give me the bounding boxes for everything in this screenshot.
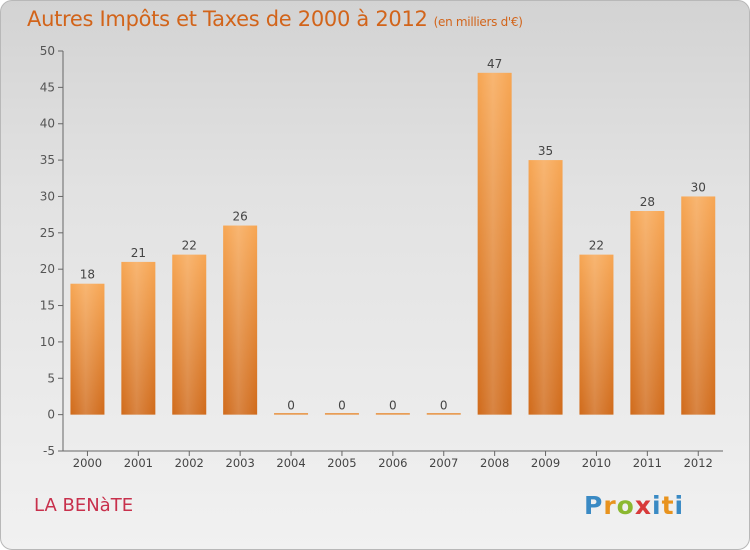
x-tick-label: 2011 bbox=[633, 456, 662, 470]
x-tick-label: 2004 bbox=[276, 456, 305, 470]
y-tick-label: 45 bbox=[40, 80, 55, 94]
y-tick-label: 5 bbox=[47, 371, 55, 385]
y-tick-label: 0 bbox=[47, 408, 55, 422]
x-tick-label: 2010 bbox=[582, 456, 611, 470]
bar bbox=[427, 413, 461, 415]
logo-letter: t bbox=[662, 491, 675, 520]
data-label: 0 bbox=[338, 399, 346, 413]
data-label: 0 bbox=[389, 399, 397, 413]
x-tick-label: 2009 bbox=[531, 456, 560, 470]
bar-sheen bbox=[630, 211, 664, 415]
bar-sheen bbox=[223, 226, 257, 415]
data-label: 30 bbox=[691, 180, 706, 194]
bar-sheen bbox=[681, 196, 715, 414]
bar bbox=[274, 413, 308, 415]
y-tick-label: 10 bbox=[40, 335, 55, 349]
data-label: 0 bbox=[287, 399, 295, 413]
bar-sheen bbox=[70, 284, 104, 415]
y-tick-label: 30 bbox=[40, 189, 55, 203]
data-label: 47 bbox=[487, 57, 502, 71]
y-tick-label: 15 bbox=[40, 299, 55, 313]
bar-sheen bbox=[478, 73, 512, 415]
bar-sheen bbox=[529, 160, 563, 415]
x-tick-label: 2005 bbox=[327, 456, 356, 470]
y-tick-label: 35 bbox=[40, 153, 55, 167]
logo-letter: x bbox=[635, 491, 652, 520]
bar bbox=[325, 413, 359, 415]
x-tick-label: 2006 bbox=[378, 456, 407, 470]
bar-sheen bbox=[121, 262, 155, 415]
data-label: 21 bbox=[131, 246, 146, 260]
logo-letter: i bbox=[652, 491, 662, 520]
x-tick-label: 2007 bbox=[429, 456, 458, 470]
data-label: 0 bbox=[440, 399, 448, 413]
proxiti-logo: Proxiti bbox=[584, 491, 684, 520]
data-label: 35 bbox=[538, 144, 553, 158]
y-tick-label: -5 bbox=[43, 444, 55, 458]
logo-letter: r bbox=[603, 491, 616, 520]
x-tick-label: 2003 bbox=[226, 456, 255, 470]
data-label: 22 bbox=[182, 239, 197, 253]
y-tick-label: 20 bbox=[40, 262, 55, 276]
x-tick-label: 2012 bbox=[684, 456, 713, 470]
bar-sheen bbox=[172, 255, 206, 415]
data-label: 18 bbox=[80, 268, 95, 282]
x-tick-label: 2008 bbox=[480, 456, 509, 470]
place-label: LA BENàTE bbox=[34, 495, 133, 516]
y-tick-label: 25 bbox=[40, 226, 55, 240]
bar bbox=[376, 413, 410, 415]
x-tick-label: 2001 bbox=[124, 456, 153, 470]
data-label: 22 bbox=[589, 239, 604, 253]
chart-bars bbox=[70, 73, 715, 415]
y-tick-label: 50 bbox=[40, 44, 55, 58]
x-tick-label: 2000 bbox=[73, 456, 102, 470]
logo-letter: P bbox=[584, 491, 603, 520]
data-label: 28 bbox=[640, 195, 655, 209]
bar-sheen bbox=[579, 255, 613, 415]
y-tick-label: 40 bbox=[40, 117, 55, 131]
data-label: 26 bbox=[233, 210, 248, 224]
logo-letter: o bbox=[617, 491, 635, 520]
x-tick-label: 2002 bbox=[175, 456, 204, 470]
logo-letter: i bbox=[675, 491, 685, 520]
